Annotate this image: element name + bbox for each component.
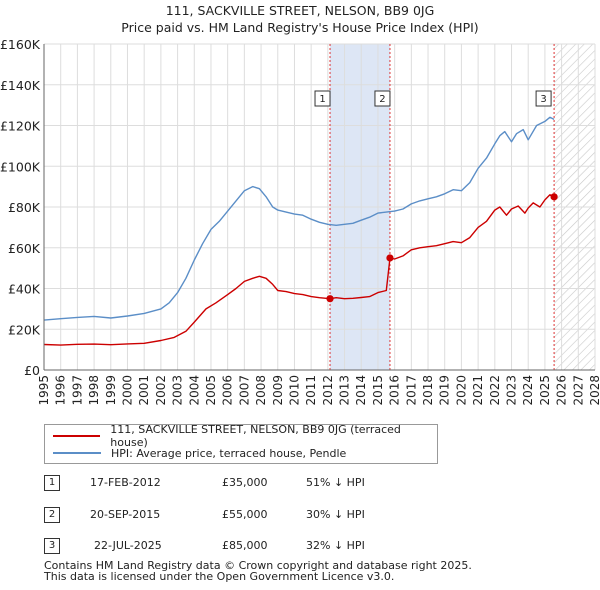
legend-item-property: 111, SACKVILLE STREET, NELSON, BB9 0JG (… bbox=[53, 423, 437, 449]
x-tick-label: 2014 bbox=[354, 375, 368, 406]
y-tick-label: £60K bbox=[8, 241, 41, 256]
x-tick-label: 2003 bbox=[171, 375, 185, 406]
sale-number-box bbox=[314, 90, 331, 107]
y-tick-label: £40K bbox=[8, 282, 41, 297]
legend-label-property: 111, SACKVILLE STREET, NELSON, BB9 0JG (… bbox=[110, 423, 401, 449]
transaction-date: 17-FEB-2012 bbox=[90, 476, 161, 489]
x-tick-label: 1997 bbox=[70, 375, 84, 406]
footer-copyright: Contains HM Land Registry data © Crown c… bbox=[44, 559, 472, 572]
x-tick-label: 2026 bbox=[555, 375, 569, 406]
x-tick-label: 2018 bbox=[421, 375, 435, 406]
legend-label-hpi: HPI: Average price, terraced house, Pend… bbox=[111, 446, 347, 460]
transaction-date: 22-JUL-2025 bbox=[94, 539, 162, 552]
x-tick-label: 2011 bbox=[304, 375, 318, 406]
transaction-date: 20-SEP-2015 bbox=[90, 508, 161, 521]
transaction-price: £35,000 bbox=[222, 476, 268, 489]
x-tick-label: 2008 bbox=[254, 375, 268, 406]
transaction-hpi-diff: 32% ↓ HPI bbox=[306, 539, 365, 552]
x-tick-label: 2002 bbox=[154, 375, 168, 406]
x-tick-label: 2020 bbox=[454, 375, 468, 406]
x-tick-label: 2023 bbox=[505, 375, 519, 406]
y-tick-label: £0 bbox=[24, 363, 40, 378]
x-tick-label: 2016 bbox=[388, 375, 402, 406]
sale-number-label: 1 bbox=[319, 94, 325, 105]
footer: Contains HM Land Registry data © Crown c… bbox=[44, 560, 472, 582]
sale-number-label: 3 bbox=[540, 94, 546, 105]
y-tick-label: £160K bbox=[0, 37, 41, 52]
y-tick-label: £80K bbox=[8, 200, 41, 215]
y-tick-label: £20K bbox=[8, 322, 41, 337]
transaction-number-badge: 2 bbox=[44, 507, 60, 523]
price-chart: 1 2 3 £0 £20K £40K £60K £80K £100K £120K £140K £16… bbox=[0, 37, 600, 406]
x-tick-label: 1996 bbox=[54, 375, 68, 406]
transaction-number-badge: 1 bbox=[44, 475, 60, 491]
x-tick-label: 1995 bbox=[37, 375, 51, 406]
x-tick-label: 2013 bbox=[338, 375, 352, 406]
transaction-hpi-diff: 30% ↓ HPI bbox=[306, 508, 365, 521]
x-tick-label: 2015 bbox=[371, 375, 385, 406]
x-tick-label: 2019 bbox=[438, 375, 452, 406]
sale-point bbox=[386, 254, 394, 262]
sale-number-box bbox=[535, 90, 552, 107]
sale-point bbox=[326, 295, 334, 303]
x-tick-label: 2010 bbox=[287, 375, 301, 406]
x-tick-label: 2001 bbox=[137, 375, 151, 406]
sale-number-box bbox=[374, 90, 391, 107]
x-tick-label: 1998 bbox=[87, 375, 101, 406]
x-tick-label: 2005 bbox=[204, 375, 218, 406]
x-tick-label: 2021 bbox=[471, 375, 485, 406]
x-tick-label: 2028 bbox=[588, 375, 600, 406]
y-tick-label: £120K bbox=[0, 119, 41, 134]
legend-item-hpi: HPI: Average price, terraced house, Pend… bbox=[53, 445, 346, 461]
legend: 111, SACKVILLE STREET, NELSON, BB9 0JG (… bbox=[44, 423, 438, 464]
transaction-hpi-diff: 51% ↓ HPI bbox=[306, 476, 365, 489]
transaction-price: £85,000 bbox=[222, 539, 268, 552]
sale-point bbox=[550, 193, 558, 201]
x-tick-label: 2017 bbox=[404, 375, 418, 406]
sale-number-label: 2 bbox=[379, 94, 385, 105]
y-tick-label: £100K bbox=[0, 159, 41, 174]
x-tick-label: 2009 bbox=[271, 375, 285, 406]
legend-swatch-hpi bbox=[53, 452, 101, 454]
y-tick-label: £140K bbox=[0, 78, 41, 93]
x-tick-label: 2004 bbox=[187, 375, 201, 406]
hpi-line bbox=[44, 116, 555, 321]
footer-license: This data is licensed under the Open Gov… bbox=[44, 570, 395, 583]
x-tick-label: 2027 bbox=[571, 375, 585, 406]
x-tick-label: 2022 bbox=[488, 375, 502, 406]
x-tick-label: 2025 bbox=[538, 375, 552, 406]
chart-subtitle: Price paid vs. HM Land Registry's House … bbox=[121, 20, 479, 35]
x-tick-label: 2024 bbox=[521, 375, 535, 406]
x-tick-label: 2000 bbox=[120, 375, 134, 406]
x-tick-label: 1999 bbox=[104, 375, 118, 406]
x-tick-label: 2007 bbox=[237, 375, 251, 406]
transaction-number-badge: 3 bbox=[44, 538, 60, 554]
x-tick-label: 2006 bbox=[221, 375, 235, 406]
chart-title: 111, SACKVILLE STREET, NELSON, BB9 0JG bbox=[165, 3, 435, 18]
transaction-price: £55,000 bbox=[222, 508, 268, 521]
x-tick-label: 2012 bbox=[321, 375, 335, 406]
legend-swatch-property bbox=[53, 435, 101, 437]
property-price-line bbox=[44, 194, 555, 346]
